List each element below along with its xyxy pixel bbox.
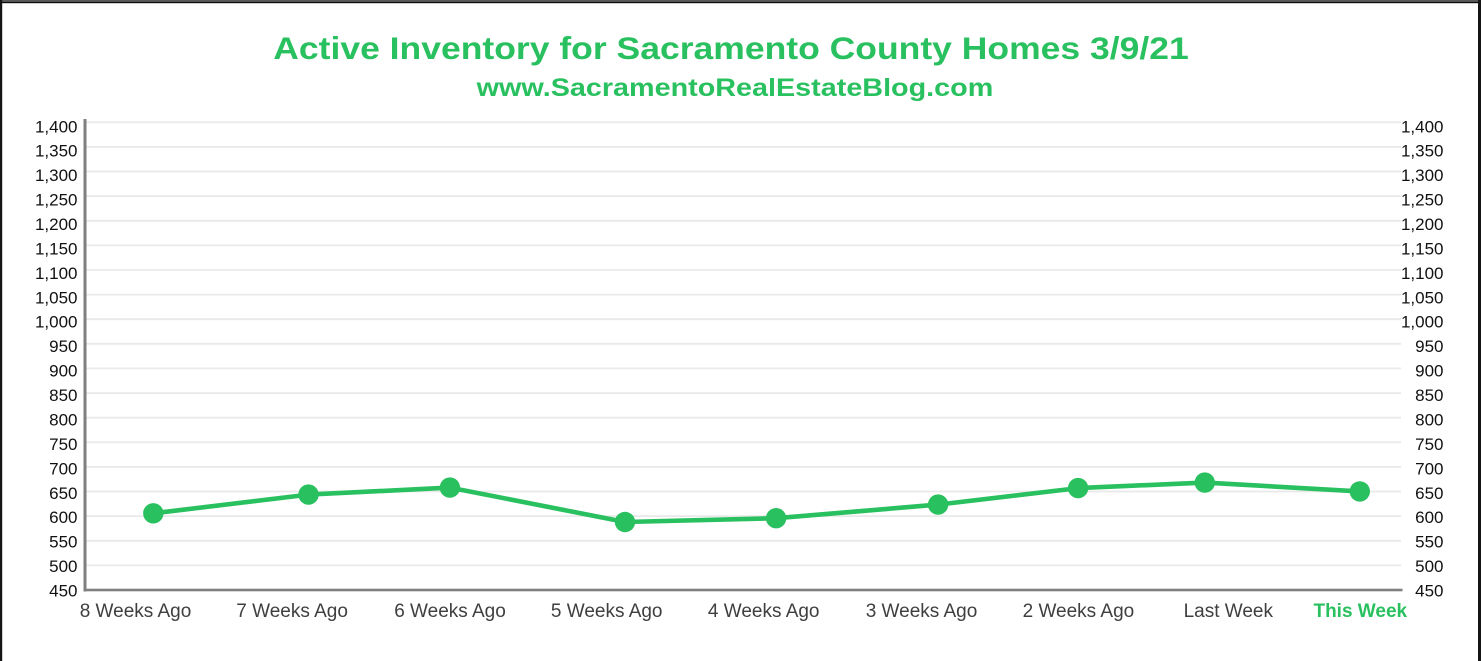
svg-text:700: 700 (1415, 459, 1443, 478)
svg-text:1,350: 1,350 (35, 142, 78, 161)
svg-text:1,100: 1,100 (35, 264, 78, 283)
svg-text:1,300: 1,300 (1401, 166, 1444, 185)
svg-text:800: 800 (1415, 411, 1443, 430)
svg-text:550: 550 (49, 533, 77, 552)
svg-text:Last Week: Last Week (1184, 601, 1274, 622)
svg-text:1,300: 1,300 (35, 166, 78, 185)
svg-text:800: 800 (49, 411, 77, 430)
svg-text:600: 600 (49, 508, 77, 527)
svg-text:This Week: This Week (1313, 601, 1407, 622)
svg-text:900: 900 (49, 362, 77, 381)
svg-text:6 Weeks Ago: 6 Weeks Ago (394, 601, 506, 622)
svg-text:1,200: 1,200 (35, 215, 78, 234)
svg-text:1,400: 1,400 (35, 117, 78, 136)
svg-text:550: 550 (1415, 533, 1443, 552)
svg-text:5 Weeks Ago: 5 Weeks Ago (551, 601, 663, 622)
svg-text:450: 450 (1415, 582, 1443, 601)
svg-text:1,250: 1,250 (35, 191, 78, 210)
svg-text:4 Weeks Ago: 4 Weeks Ago (708, 601, 820, 622)
svg-text:1,000: 1,000 (35, 313, 78, 332)
svg-text:450: 450 (49, 582, 77, 601)
svg-text:650: 650 (1415, 484, 1443, 503)
svg-text:1,100: 1,100 (1401, 264, 1444, 283)
svg-text:www.SacramentoRealEstateBlog.c: www.SacramentoRealEstateBlog.com (476, 74, 994, 102)
svg-text:1,400: 1,400 (1401, 117, 1444, 136)
svg-text:Active Inventory for Sacrament: Active Inventory for Sacramento County H… (273, 30, 1189, 66)
svg-text:2 Weeks Ago: 2 Weeks Ago (1023, 601, 1135, 622)
svg-text:1,000: 1,000 (1401, 313, 1444, 332)
svg-text:850: 850 (1415, 386, 1443, 405)
svg-text:750: 750 (1415, 435, 1443, 454)
svg-text:1,350: 1,350 (1401, 142, 1444, 161)
svg-text:7 Weeks Ago: 7 Weeks Ago (236, 601, 348, 622)
svg-text:700: 700 (49, 459, 77, 478)
svg-text:1,150: 1,150 (1401, 240, 1444, 259)
svg-text:1,200: 1,200 (1401, 215, 1444, 234)
svg-text:500: 500 (49, 557, 77, 576)
svg-text:600: 600 (1415, 508, 1443, 527)
svg-text:850: 850 (49, 386, 77, 405)
svg-text:500: 500 (1415, 557, 1443, 576)
svg-text:8 Weeks Ago: 8 Weeks Ago (80, 601, 192, 622)
svg-text:950: 950 (1415, 337, 1443, 356)
svg-text:950: 950 (49, 337, 77, 356)
svg-text:1,150: 1,150 (35, 240, 78, 259)
svg-text:1,250: 1,250 (1401, 191, 1444, 210)
svg-text:750: 750 (49, 435, 77, 454)
svg-text:1,050: 1,050 (1401, 288, 1444, 307)
svg-text:1,050: 1,050 (35, 288, 78, 307)
svg-text:3 Weeks Ago: 3 Weeks Ago (866, 601, 978, 622)
svg-text:650: 650 (49, 484, 77, 503)
svg-text:900: 900 (1415, 362, 1443, 381)
